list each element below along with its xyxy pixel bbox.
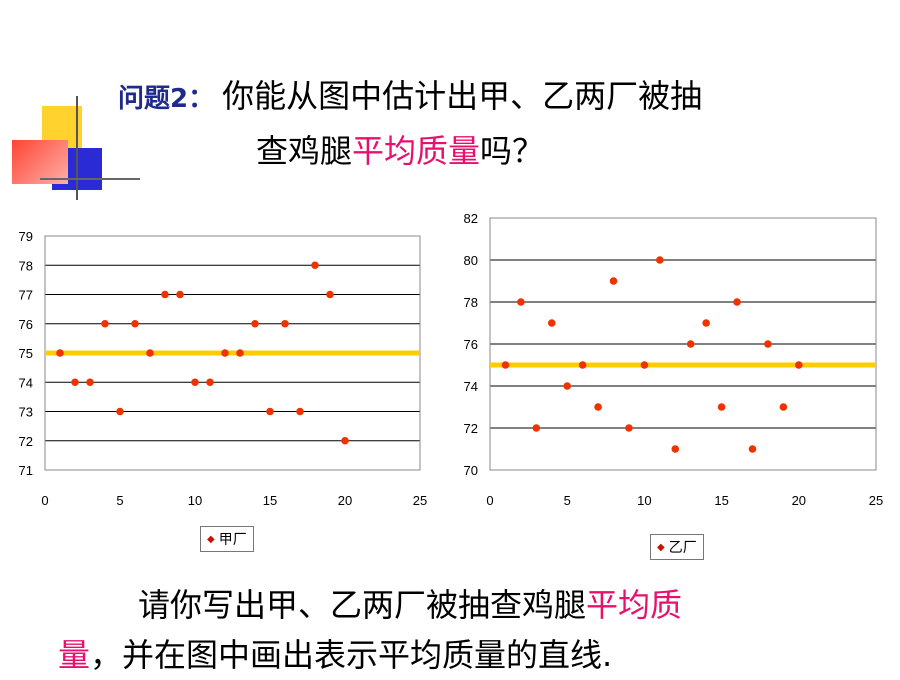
data-point <box>748 445 757 453</box>
data-point <box>609 277 618 285</box>
instruction-pre: 请你写出甲、乙两厂被抽查鸡腿 <box>138 586 587 624</box>
data-point <box>779 403 788 411</box>
data-point <box>311 261 319 270</box>
data-point <box>266 407 274 416</box>
data-point <box>563 382 571 390</box>
data-point <box>176 290 184 299</box>
x-tick-label: 0 <box>486 493 493 508</box>
data-point <box>671 445 680 453</box>
deco-horizontal-line <box>40 178 140 180</box>
data-point <box>547 319 556 327</box>
data-point <box>532 424 541 432</box>
data-point <box>71 378 79 387</box>
deco-red-square <box>12 140 68 184</box>
legend-marker-icon: ◆ <box>207 533 215 545</box>
data-point <box>251 319 259 328</box>
x-tick-label: 10 <box>188 493 202 508</box>
data-point <box>131 319 139 328</box>
question-highlight: 平均质量 <box>352 132 481 170</box>
x-tick-label: 20 <box>338 493 352 508</box>
x-tick-label: 0 <box>41 493 48 508</box>
y-tick-label: 76 <box>464 337 478 352</box>
y-tick-label: 77 <box>19 288 33 303</box>
y-tick-label: 78 <box>19 258 33 273</box>
data-point <box>116 407 124 416</box>
question-label: 问题2： <box>118 84 215 114</box>
data-point <box>625 424 633 432</box>
data-point <box>326 290 334 299</box>
data-point <box>702 319 710 327</box>
x-tick-label: 15 <box>263 493 277 508</box>
chart-yi: 70 72 74 76 78 80 82 0 5 10 15 20 25 <box>464 211 884 508</box>
x-tick-label: 5 <box>116 493 123 508</box>
instruction-highlight-2: 量 <box>58 636 91 674</box>
data-point <box>206 378 214 387</box>
x-tick-label: 10 <box>637 493 651 508</box>
legend-jia: ◆ 甲厂 <box>200 526 254 552</box>
x-tick-label: 25 <box>413 493 427 508</box>
data-point <box>594 403 602 411</box>
plot-area-frame <box>489 217 877 471</box>
data-point <box>733 298 741 306</box>
question-text-1: 你能从图中估计出甲、乙两厂被抽 <box>222 77 703 115</box>
deco-vertical-line <box>76 96 78 200</box>
y-tick-label: 82 <box>464 211 478 226</box>
x-tick-label: 15 <box>714 493 728 508</box>
instruction-text: 请你写出甲、乙两厂被抽查鸡腿平均质 量，并在图中画出表示平均质量的直线. <box>58 580 858 680</box>
data-point <box>236 349 244 357</box>
x-tick-label: 5 <box>564 493 571 508</box>
y-tick-label: 74 <box>19 375 33 390</box>
y-tick-label: 75 <box>19 346 33 361</box>
data-point <box>656 256 664 264</box>
instruction-highlight-1: 平均质 <box>586 586 683 624</box>
data-point <box>686 340 695 348</box>
data-point <box>717 403 726 411</box>
data-point <box>101 319 109 328</box>
data-point <box>296 407 304 416</box>
y-tick-label: 71 <box>19 463 33 478</box>
x-tick-label: 25 <box>869 493 883 508</box>
data-point <box>578 361 587 369</box>
instruction-post: ，并在图中画出表示平均质量的直线. <box>90 636 613 674</box>
y-tick-label: 74 <box>464 379 478 394</box>
legend-label-jia: 甲厂 <box>218 532 247 548</box>
data-point <box>146 349 154 357</box>
legend-yi: ◆ 乙厂 <box>650 534 704 560</box>
y-tick-label: 73 <box>19 405 33 420</box>
data-point <box>640 361 649 369</box>
data-point <box>341 436 349 445</box>
question-line-2: 查鸡腿平均质量吗？ <box>118 125 878 177</box>
data-point <box>517 298 525 306</box>
question-text-2a: 查鸡腿 <box>256 132 353 170</box>
y-tick-label: 72 <box>464 421 478 436</box>
data-point <box>161 290 169 299</box>
y-tick-label: 70 <box>464 463 478 478</box>
data-point <box>795 361 803 369</box>
y-tick-label: 76 <box>19 317 33 332</box>
chart-jia: 71 72 73 74 75 76 77 78 79 0 5 10 15 20 25 <box>19 229 428 508</box>
y-tick-label: 80 <box>464 253 478 268</box>
data-point <box>221 349 229 357</box>
data-point <box>56 349 64 357</box>
question-title: 问题2： 你能从图中估计出甲、乙两厂被抽 查鸡腿平均质量吗？ <box>118 70 878 177</box>
question-line-1: 问题2： 你能从图中估计出甲、乙两厂被抽 <box>118 70 878 125</box>
y-tick-label: 78 <box>464 295 478 310</box>
question-text-2b: 吗？ <box>480 132 545 170</box>
x-tick-label: 20 <box>792 493 806 508</box>
data-point <box>191 378 199 387</box>
legend-marker-icon: ◆ <box>657 541 665 553</box>
data-point <box>281 319 289 328</box>
data-point <box>86 378 94 387</box>
y-tick-label: 79 <box>19 229 33 244</box>
legend-label-yi: 乙厂 <box>668 540 697 556</box>
data-point <box>501 361 510 369</box>
y-tick-label: 72 <box>19 434 33 449</box>
data-point <box>764 340 772 348</box>
